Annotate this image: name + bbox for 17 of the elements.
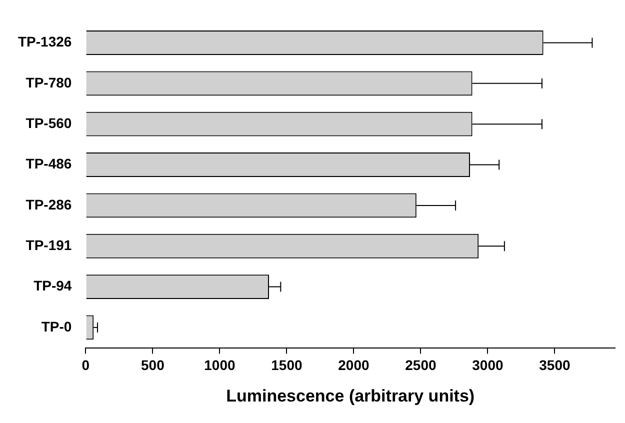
y-tick-label: TP-486 (26, 156, 72, 172)
y-tick-label: TP-286 (26, 196, 72, 212)
x-tick-label: 2500 (405, 357, 436, 374)
y-tick-label: TP-780 (26, 74, 72, 90)
x-tick-label: 3000 (472, 357, 504, 374)
y-tick-label: TP-0 (41, 318, 72, 334)
x-tick-label: 0 (82, 357, 90, 374)
x-tick-label: 1000 (204, 357, 236, 374)
y-tick-label: TP-94 (34, 278, 72, 294)
x-tick-label: 1500 (271, 357, 302, 374)
y-tick-label: TP-1326 (18, 34, 72, 50)
y-tick-label: TP-560 (26, 114, 72, 131)
y-tick-label: TP-191 (26, 236, 72, 253)
x-axis-title: Luminescence (arbitrary units) (226, 386, 475, 406)
x-tick-label: 500 (141, 357, 165, 374)
x-tick-label: 3500 (539, 357, 570, 374)
x-tick-label: 2000 (338, 357, 370, 374)
